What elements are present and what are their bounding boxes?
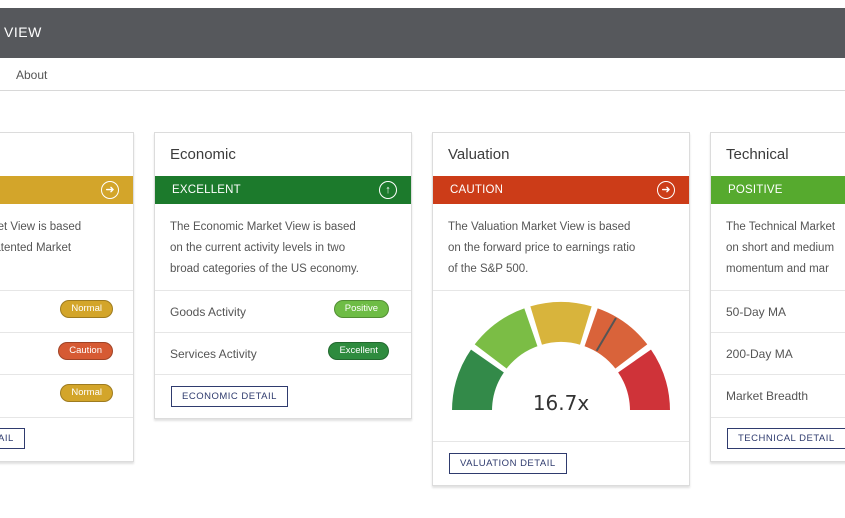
card-description: rket View is based patented Market [0, 221, 82, 254]
app-header: VIEW [0, 8, 845, 58]
gauge-needle [595, 317, 617, 352]
valuation-detail-button[interactable]: VALUATION DETAIL [449, 453, 567, 474]
indicator-label: 200-Day MA [726, 347, 793, 361]
card-status-banner[interactable]: ➜ [0, 176, 133, 204]
valuation-gauge: 16.7x [449, 300, 673, 415]
economic-card: Economic EXCELLENT ↑ The Economic Market… [154, 132, 412, 419]
divider [0, 417, 133, 418]
technical-card: Technical POSITIVE The Technical Market … [710, 132, 845, 462]
card-status-banner[interactable]: POSITIVE [711, 176, 845, 204]
card-status-banner[interactable]: EXCELLENT ↑ [155, 176, 411, 204]
card-description: The Valuation Market View is based on th… [448, 221, 636, 275]
card-description: The Technical Market on short and medium… [726, 221, 836, 275]
detail-button[interactable]: AIL [0, 428, 25, 449]
status-label: POSITIVE [728, 184, 783, 196]
arrow-up-circle-icon[interactable]: ↑ [379, 181, 397, 199]
gauge-segment [615, 346, 673, 412]
indicator-row: Normal [0, 290, 133, 333]
indicator-label: 50-Day MA [726, 305, 787, 319]
indicator-row: Normal [0, 374, 133, 417]
card-status-banner[interactable]: CAUTION ➜ [433, 176, 689, 204]
indicator-row: Market Breadth [711, 374, 845, 417]
arrow-circle-icon[interactable]: ➜ [101, 181, 119, 199]
market-card-partial: ➜ rket View is based patented Market Nor… [0, 132, 134, 462]
gauge-value: 16.7x [533, 391, 590, 415]
card-description: The Economic Market View is based on the… [170, 221, 360, 275]
indicator-row: Goods Activity Positive [155, 290, 411, 333]
gauge-segment [471, 305, 540, 372]
divider [433, 441, 689, 442]
card-title: Valuation [448, 146, 510, 163]
divider [711, 417, 845, 418]
status-label: EXCELLENT [172, 184, 241, 196]
indicator-label: Services Activity [170, 347, 257, 361]
status-label: CAUTION [450, 184, 504, 196]
app-title: VIEW [4, 24, 42, 40]
status-badge: Normal [60, 300, 113, 318]
indicator-label: Goods Activity [170, 305, 247, 319]
gauge-segment [582, 305, 651, 372]
status-badge: Excellent [328, 342, 389, 360]
nav-about-link[interactable]: About [16, 68, 48, 82]
arrow-right-circle-icon[interactable]: ➜ [657, 181, 675, 199]
indicator-row: 50-Day MA [711, 290, 845, 333]
status-badge: Normal [60, 384, 113, 402]
gauge-segment [527, 300, 595, 348]
nav-bar: About [0, 59, 845, 91]
technical-detail-button[interactable]: TECHNICAL DETAIL [727, 428, 845, 449]
divider [433, 290, 689, 291]
divider [155, 374, 411, 375]
economic-detail-button[interactable]: ECONOMIC DETAIL [171, 386, 288, 407]
status-badge: Caution [58, 342, 113, 360]
indicator-row: 200-Day MA [711, 332, 845, 375]
indicator-label: Market Breadth [726, 389, 809, 403]
indicator-row: Caution [0, 332, 133, 375]
gauge-segment [449, 346, 507, 412]
card-title: Technical [726, 146, 789, 163]
card-title: Economic [170, 146, 236, 163]
valuation-card: Valuation CAUTION ➜ The Valuation Market… [432, 132, 690, 486]
status-badge: Positive [333, 300, 389, 318]
indicator-row: Services Activity Excellent [155, 332, 411, 375]
